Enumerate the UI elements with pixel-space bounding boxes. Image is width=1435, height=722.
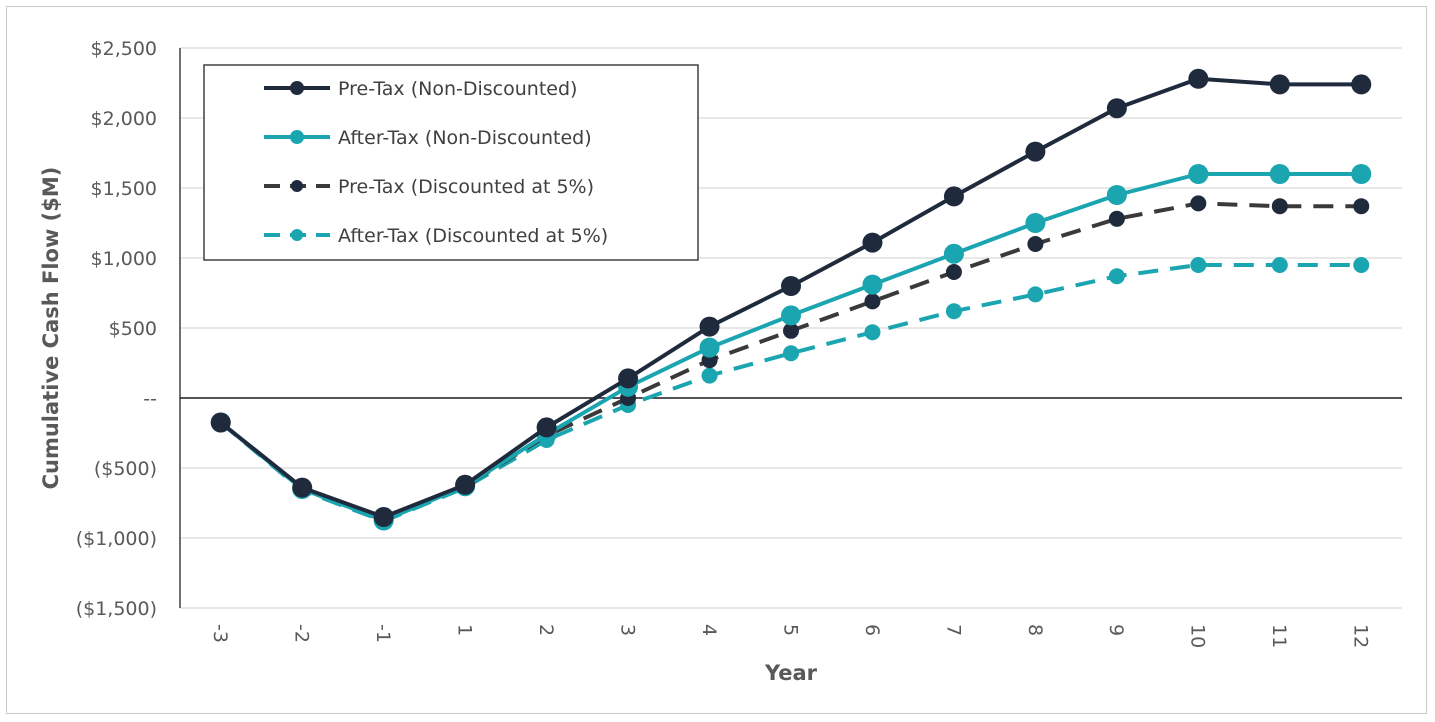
- y-tick-label: ($500): [94, 458, 157, 480]
- y-tick-labels: $2,500 $2,000 $1,500 $1,000 $500 -- ($500) ($1,…: [76, 38, 157, 620]
- legend-swatch-marker: [291, 180, 303, 192]
- series-group: [210, 68, 1372, 531]
- legend-label: Pre-Tax (Non-Discounted): [338, 78, 577, 100]
- data-point: [536, 417, 557, 438]
- data-point: [618, 368, 639, 389]
- data-point: [945, 264, 962, 280]
- data-point: [1271, 257, 1288, 273]
- data-point: [1269, 74, 1290, 95]
- legend-label: After-Tax (Non-Discounted): [338, 127, 592, 149]
- data-point: [1108, 268, 1125, 285]
- x-tick-label: 11: [1268, 624, 1290, 648]
- x-tick-label: 2: [535, 624, 557, 636]
- series-line: [219, 263, 1362, 524]
- y-tick-label: $2,000: [91, 108, 157, 130]
- data-point: [1188, 68, 1209, 89]
- y-tick-label: ($1,500): [76, 598, 157, 620]
- data-point: [1188, 164, 1209, 184]
- legend-swatch-marker: [290, 81, 304, 95]
- x-tick-label: 7: [942, 624, 964, 636]
- data-point: [1190, 257, 1207, 273]
- x-tick-label: 3: [616, 624, 638, 636]
- x-tick-labels: -3 -2 -1 1 2 3 4 5 6 7 8 9 10 11 12: [209, 624, 1372, 648]
- data-point: [943, 186, 964, 207]
- x-tick-label: 10: [1187, 624, 1209, 648]
- y-tick-label: ($1,000): [76, 528, 157, 550]
- data-point: [699, 337, 720, 358]
- data-point: [1108, 210, 1125, 227]
- legend-swatch-marker: [290, 130, 304, 144]
- data-point: [1271, 198, 1288, 215]
- data-point: [1025, 213, 1046, 233]
- legend-box: [203, 64, 699, 261]
- y-tick-label: --: [143, 388, 157, 410]
- data-point: [701, 367, 718, 384]
- legend: Pre-Tax (Non-Discounted) After-Tax (Non-D…: [203, 64, 699, 261]
- x-tick-label: 9: [1105, 624, 1127, 636]
- x-tick-label: -1: [372, 624, 394, 643]
- legend-label: After-Tax (Discounted at 5%): [338, 225, 608, 247]
- legend-label: Pre-Tax (Discounted at 5%): [338, 176, 594, 198]
- data-point: [699, 316, 720, 337]
- data-point: [943, 243, 964, 264]
- data-point: [1353, 198, 1370, 215]
- data-point: [781, 276, 801, 296]
- data-point: [1190, 195, 1207, 212]
- data-point: [783, 345, 799, 362]
- y-axis-title: Cumulative Cash Flow ($M): [39, 167, 63, 490]
- y-tick-label: $1,500: [91, 178, 157, 200]
- x-tick-label: 4: [698, 624, 720, 636]
- data-point: [1351, 74, 1372, 95]
- data-point: [1106, 98, 1127, 119]
- data-point: [1027, 286, 1044, 303]
- y-tick-label: $2,500: [91, 38, 157, 60]
- x-tick-label: 12: [1350, 624, 1372, 648]
- legend-swatch-marker: [291, 229, 303, 241]
- data-point: [1025, 141, 1046, 162]
- data-point: [783, 322, 799, 339]
- x-tick-label: -3: [209, 624, 231, 643]
- x-tick-label: 8: [1024, 624, 1046, 636]
- data-point: [1351, 164, 1372, 184]
- y-tick-label: $1,000: [91, 248, 157, 270]
- x-tick-label: 1: [453, 624, 475, 636]
- x-tick-label: 6: [861, 624, 883, 636]
- data-point: [1269, 164, 1290, 184]
- data-point: [945, 303, 962, 320]
- data-point: [1106, 185, 1127, 205]
- data-point: [210, 412, 231, 433]
- data-point: [781, 305, 801, 326]
- data-point: [864, 293, 881, 310]
- data-point: [373, 507, 394, 527]
- data-point: [864, 324, 881, 341]
- x-tick-label: 5: [779, 624, 801, 636]
- x-tick-label: -2: [291, 624, 313, 643]
- y-tick-label: $500: [109, 318, 157, 340]
- data-point: [292, 477, 313, 498]
- data-point: [1353, 257, 1370, 273]
- data-point: [1027, 236, 1044, 252]
- data-point: [455, 474, 476, 495]
- data-point: [862, 232, 883, 253]
- x-axis-title: Year: [764, 661, 818, 685]
- data-point: [862, 274, 883, 295]
